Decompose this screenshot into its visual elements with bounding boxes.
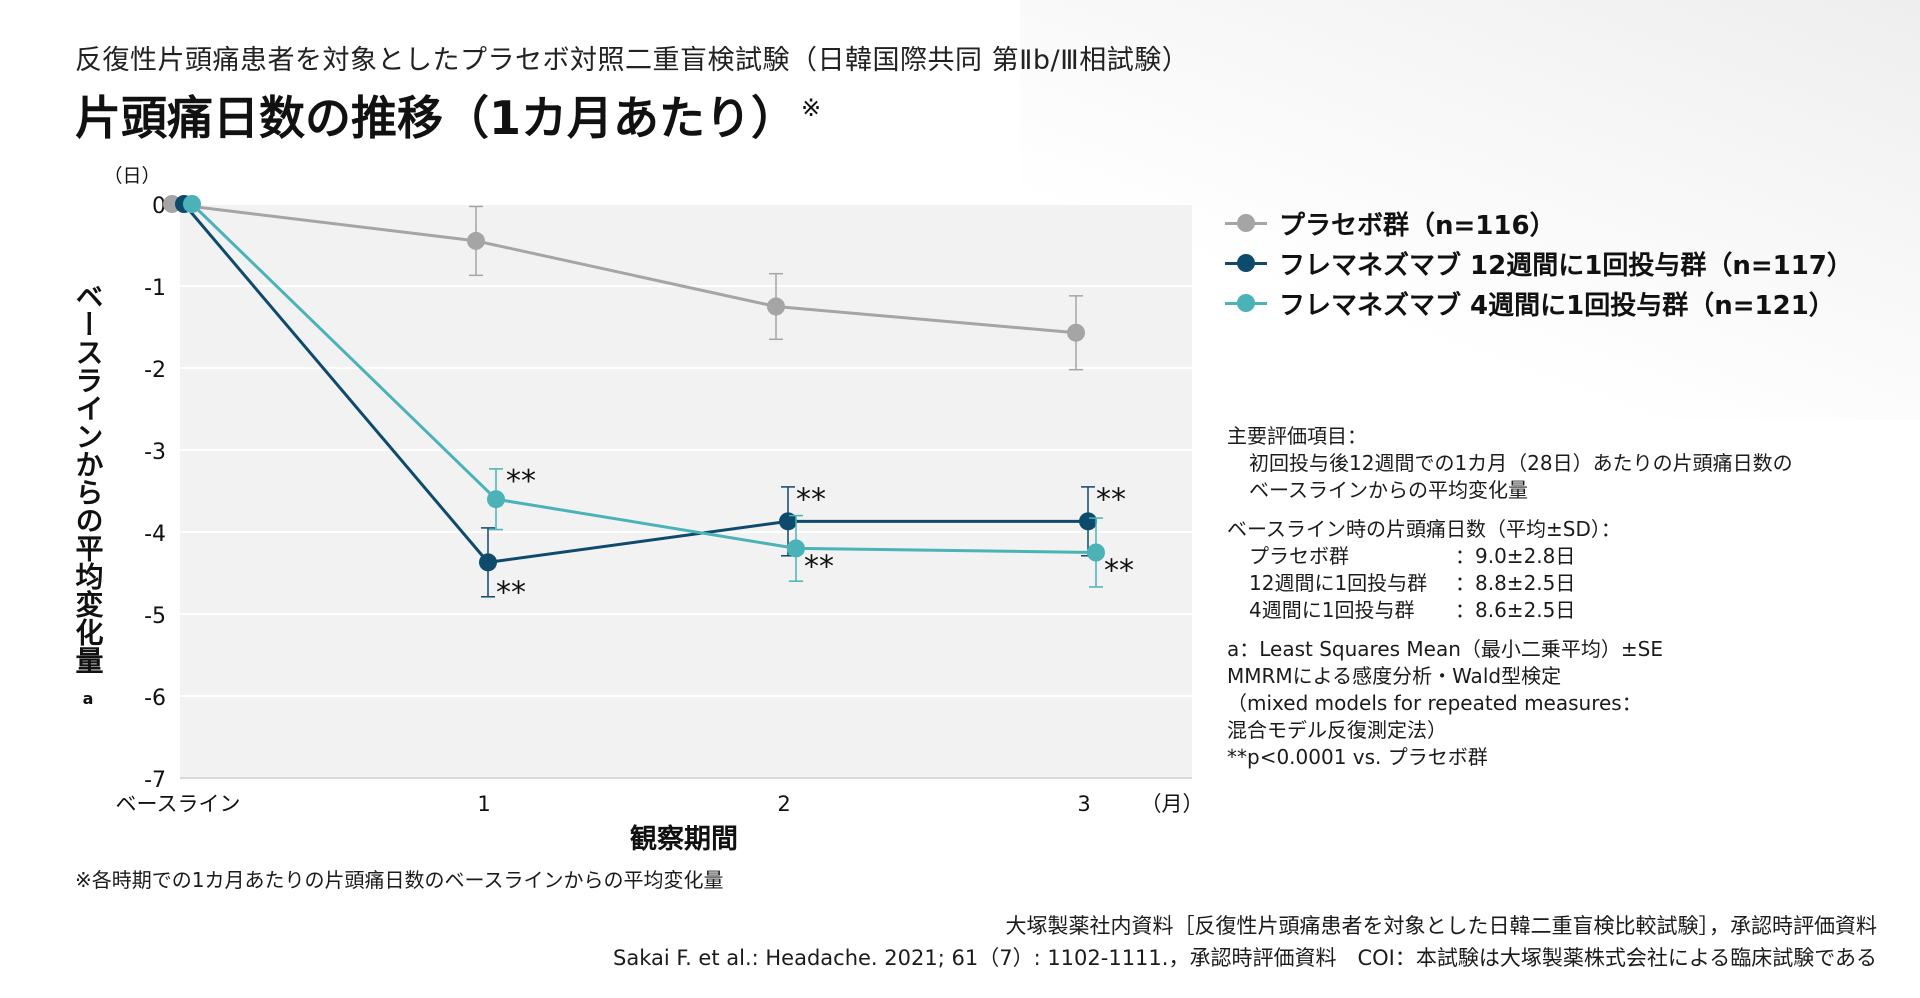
y-tick-label: -6 [144,686,166,711]
data-point [487,490,505,509]
method-note-5: **p<0.0001 vs. プラセボ群 [1227,745,1488,769]
legend-label-q12w: フレマネズマブ 12週間に1回投与群（n=117） [1279,250,1853,281]
data-point [767,297,785,316]
x-unit-label: （月） [1141,792,1204,816]
x-tick-label: 3 [1077,792,1090,816]
data-point [467,231,485,250]
baseline-value: ：9.0±2.8日 [1455,544,1576,568]
series-line-1 [182,203,1088,564]
legend-item-q4w: フレマネズマブ 4週間に1回投与群（n=121） [1225,283,1853,323]
method-note-2: MMRMによる感度分析・Wald型検定 [1227,664,1562,688]
legend-item-q12w: フレマネズマブ 12週間に1回投与群（n=117） [1225,243,1853,283]
chart-legend: プラセボ群（n=116） フレマネズマブ 12週間に1回投与群（n=117） フ… [1225,203,1853,323]
x-tick-label: ベースライン [116,792,241,816]
study-notes: 主要評価項目： 初回投与後12週間での1カ月（28日）あたりの片頭痛日数の ベー… [1227,423,1793,771]
chart-title-text: 片頭痛日数の推移（1カ月あたり） [75,91,798,145]
source-citation-2: Sakai F. et al.: Headache. 2021; 61（7）: … [613,946,1877,970]
y-tick-label: -2 [144,358,166,383]
y-tick-label: 0 [152,194,166,219]
y-axis-title: ベースラインからの平均変化量 [72,282,105,674]
y-tick-label: -4 [144,522,166,547]
chart-subtitle: 反復性片頭痛患者を対象としたプラセボ対照二重盲検試験（日韓国際共同 第Ⅱb/Ⅲ相… [75,45,1190,76]
x-axis-title: 観察期間 [630,823,738,855]
title-footnote-mark: ※ [801,94,822,122]
baseline-name: プラセボ群 [1249,544,1349,568]
baseline-value: ：8.6±2.5日 [1455,598,1576,622]
legend-swatch-q4w [1225,293,1267,313]
y-axis-title-sub: a [83,689,94,708]
data-point [1087,543,1105,562]
source-citation-1: 大塚製薬社内資料［反復性片頭痛患者を対象とした日韓二重盲検比較試験］，承認時評価… [1005,914,1878,938]
data-point [787,539,805,558]
legend-swatch-q12w [1225,253,1267,273]
chart-footnote: ※各時期での1カ月あたりの片頭痛日数のベースラインからの平均変化量 [75,868,724,892]
primary-endpoint-text-2: ベースラインからの平均変化量 [1249,478,1528,502]
chart-title: 片頭痛日数の推移（1カ月あたり） ※ [75,82,821,148]
data-point [779,512,797,531]
y-tick-label: -3 [144,440,166,465]
legend-label-q4w: フレマネズマブ 4週間に1回投与群（n=121） [1279,290,1835,321]
significance-label: ** [1104,554,1134,589]
data-point [479,553,497,572]
plot-area [180,204,1192,778]
primary-endpoint-text-1: 初回投与後12週間での1カ月（28日）あたりの片頭痛日数の [1249,451,1793,475]
method-note-4: 混合モデル反復測定法） [1227,718,1447,742]
data-point [183,195,201,213]
y-unit-label: （日） [103,165,160,187]
data-point [1067,323,1085,342]
significance-label: ** [796,482,826,517]
baseline-row-q4w: 4週間に1回投与群 ：8.6±2.5日 [1227,597,1793,624]
series-line-0 [171,202,1077,335]
legend-item-placebo: プラセボ群（n=116） [1225,203,1853,243]
baseline-name: 12週間に1回投与群 [1249,571,1428,595]
data-point [1079,512,1097,531]
method-note-1: a：Least Squares Mean（最小二乗平均）±SE [1227,637,1663,661]
legend-label-placebo: プラセボ群（n=116） [1279,210,1556,241]
series-line-2 [190,202,1097,554]
y-tick-label: -5 [144,604,166,629]
significance-label: ** [804,549,834,584]
baseline-value: ：8.8±2.5日 [1455,571,1576,595]
significance-label: ** [496,575,526,610]
baseline-row-placebo: プラセボ群 ：9.0±2.8日 [1227,543,1793,570]
method-note-3: （mixed models for repeated measures： [1227,691,1642,715]
primary-endpoint-label: 主要評価項目： [1227,424,1367,448]
legend-swatch-placebo [1225,213,1267,233]
significance-label: ** [506,464,536,499]
y-tick-label: -7 [144,768,166,793]
baseline-name: 4週間に1回投与群 [1249,598,1415,622]
baseline-row-q12w: 12週間に1回投与群 ：8.8±2.5日 [1227,570,1793,597]
x-tick-label: 2 [777,792,790,816]
x-tick-label: 1 [477,792,490,816]
baseline-days-label: ベースライン時の片頭痛日数（平均±SD）： [1227,517,1621,541]
significance-label: ** [1096,482,1126,517]
y-tick-label: -1 [144,276,166,301]
